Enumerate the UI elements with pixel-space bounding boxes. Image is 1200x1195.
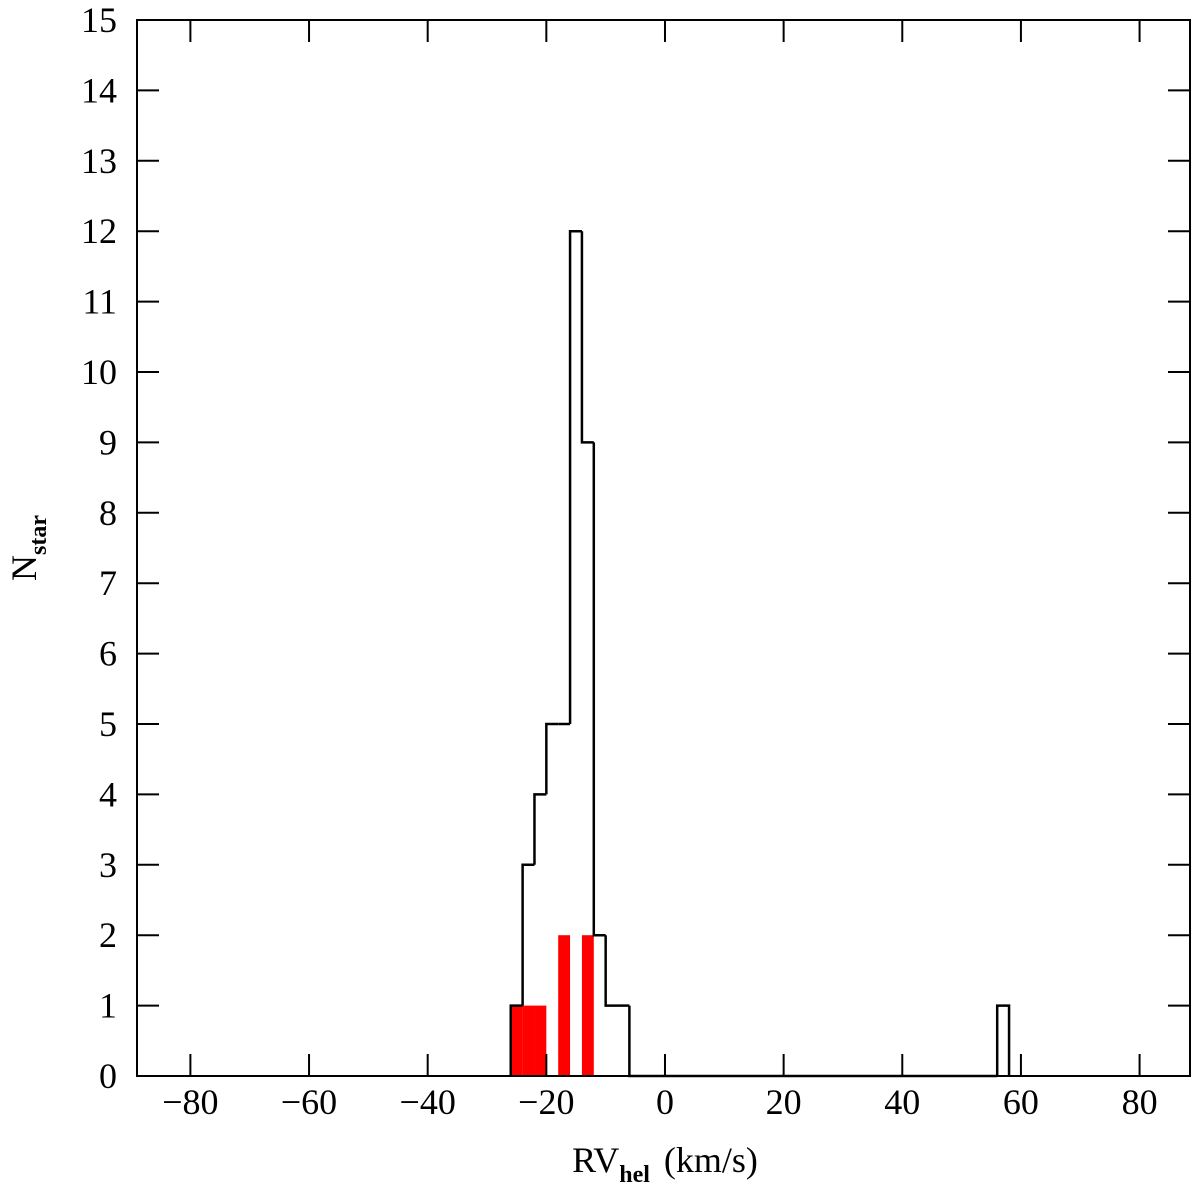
y-tick-label: 12	[81, 211, 117, 251]
y-axis-label: Nstar	[4, 515, 52, 581]
y-tick-label: 15	[81, 0, 117, 40]
y-tick-label: 11	[82, 282, 117, 322]
x-tick-label: 80	[1122, 1082, 1158, 1122]
y-tick-label: 6	[99, 634, 117, 674]
step-bar	[545, 722, 559, 795]
x-tick-label: 0	[656, 1082, 674, 1122]
y-tick-label: 7	[99, 563, 117, 603]
x-label-unit: (km/s)	[664, 1140, 758, 1180]
y-tick-label: 8	[99, 493, 117, 533]
y-tick-label: 14	[81, 70, 117, 110]
y-label-main: N	[4, 555, 44, 581]
filled-bar	[510, 1005, 523, 1076]
step-bar	[521, 863, 535, 1006]
y-tick-label: 2	[99, 915, 117, 955]
filled-bar	[534, 1005, 547, 1076]
y-tick-label: 4	[99, 774, 117, 814]
x-tick-label: −80	[162, 1082, 218, 1122]
y-tick-label: 0	[99, 1056, 117, 1096]
x-tick-label: −40	[400, 1082, 456, 1122]
x-tick-label: 20	[766, 1082, 802, 1122]
step-bar	[568, 229, 582, 724]
plot-frame	[136, 19, 1191, 1077]
x-axis-label: RVhel (km/s)	[572, 1140, 758, 1188]
x-label-main: RV	[572, 1140, 619, 1180]
filled-bar	[522, 1005, 535, 1076]
y-label-sub: star	[26, 515, 52, 555]
x-tick-label: 60	[1003, 1082, 1039, 1122]
y-tick-label: 9	[99, 422, 117, 462]
x-tick-label: 40	[884, 1082, 920, 1122]
x-tick-label: −20	[518, 1082, 574, 1122]
y-tick-label: 5	[99, 704, 117, 744]
step-bar	[592, 442, 606, 937]
step-bar	[580, 231, 594, 444]
step-bar	[509, 1004, 523, 1076]
filled-bar	[581, 935, 594, 1076]
step-bar	[604, 935, 618, 1007]
step-bar	[995, 1004, 1011, 1076]
y-tick-label: 10	[81, 352, 117, 392]
step-bar	[533, 793, 547, 865]
x-label-sub: hel	[619, 1162, 650, 1188]
y-tick-label: 1	[99, 986, 117, 1026]
x-tick-label: −60	[281, 1082, 337, 1122]
y-tick-label: 3	[99, 845, 117, 885]
step-bar	[628, 1005, 642, 1078]
filled-bar	[558, 935, 571, 1076]
y-tick-label: 13	[81, 141, 117, 181]
